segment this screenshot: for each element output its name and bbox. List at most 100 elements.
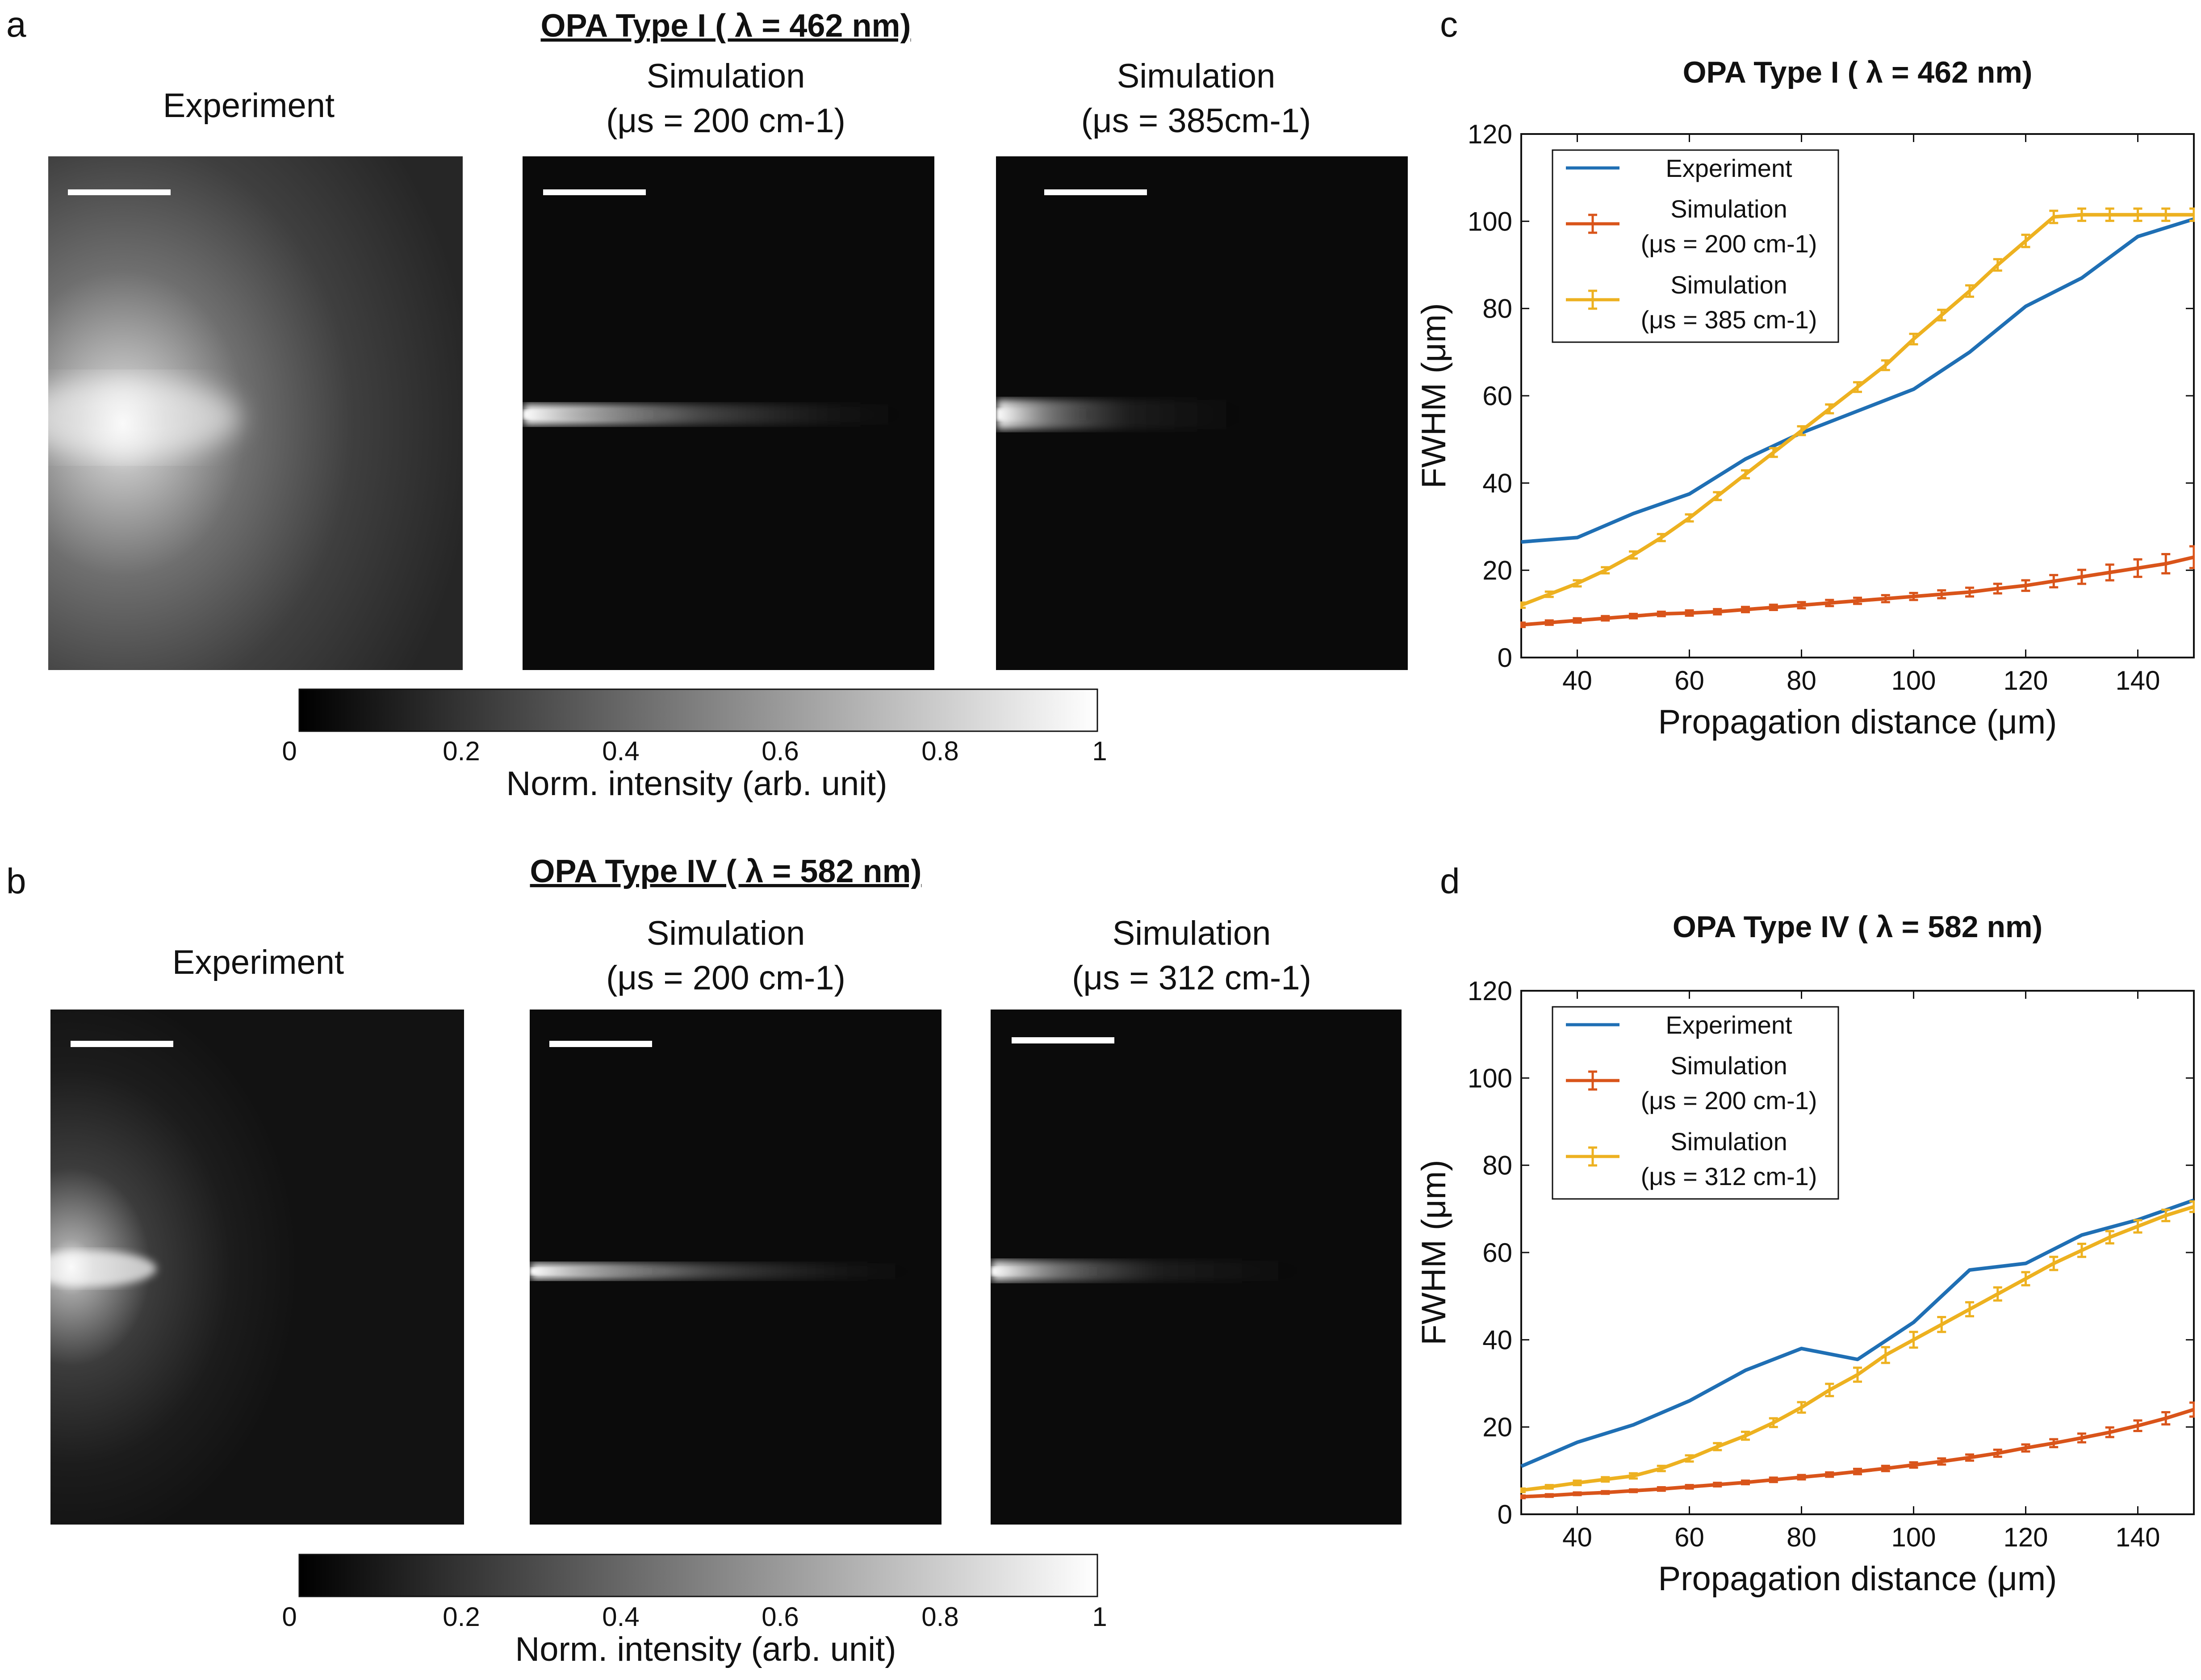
error-bar [2105,1426,2114,1438]
x-tick-label: 100 [1891,666,1936,695]
error-bar [1993,582,2002,595]
panel-b-image-3-title: Simulation [1113,914,1271,952]
colorbar-tick: 1 [1092,736,1107,766]
scale-bar [1044,189,1147,195]
error-bar [2049,574,2059,589]
panel-label-a: a [6,4,26,44]
colorbar-tick: 0.2 [443,736,480,766]
y-tick-label: 100 [1468,206,1512,236]
error-bar [1993,1286,2002,1302]
x-tick-label: 100 [1891,1522,1936,1552]
x-tick-label: 140 [2115,666,2160,695]
error-bar [1741,469,1750,480]
error-bar [1937,1316,1946,1333]
panel-a-title: OPA Type I ( λ = 462 nm) [541,8,911,44]
scale-bar [1012,1037,1114,1043]
series-line-1 [1521,555,2194,627]
error-bar [2021,1443,2030,1453]
x-tick-label: 80 [1787,666,1816,695]
chart-d: OPA Type IV ( λ = 582 nm) 40 60 80 100 120 140… [1415,910,2195,1598]
y-tick-label: 0 [1498,643,1512,673]
error-bar [2161,1411,2171,1426]
panel-b-image-sim-312 [991,1010,1402,1525]
series-line-1 [1521,1408,2195,1499]
error-bar [2077,207,2086,222]
error-bar [2105,1230,2114,1244]
scale-bar [549,1041,652,1047]
error-bar [1657,533,1666,542]
error-bar [1909,591,1918,601]
colorbar-tick: 0.8 [921,736,958,766]
error-bar [1573,1491,1582,1496]
error-bar [2077,1242,2086,1258]
error-bar [2189,1200,2195,1213]
error-bar [1965,1453,1974,1462]
error-bar [1685,1454,1694,1463]
y-tick-label: 20 [1482,1412,1512,1442]
error-bar [1741,1479,1750,1486]
colorbar-tick: 1 [1092,1602,1107,1632]
y-tick-label: 20 [1482,556,1512,586]
legend-label-sub: (μs = 200 cm-1) [1641,1086,1817,1114]
legend-label-sub: (μs = 200 cm-1) [1641,230,1817,258]
colorbar-label: Norm. intensity (arb. unit) [515,1630,896,1668]
x-tick-label: 120 [2003,1522,2048,1552]
error-bar [2021,1271,2030,1286]
error-bar [1881,1465,1890,1472]
error-bar [1713,1482,1722,1487]
error-bar [2049,209,2059,224]
error-bar [2049,1438,2059,1449]
legend-label: Simulation [1670,1127,1787,1156]
error-bar [1937,589,1946,599]
legend-entry-0: Experiment [1566,154,1792,182]
error-bar [1685,1484,1694,1490]
legend-entry-2: Simulation (μs = 385 cm-1) [1566,271,1817,334]
error-bar [1797,425,1806,436]
y-axis-label: FWHM (μm) [1415,303,1453,488]
error-bar [2133,1419,2142,1432]
colorbar-tick: 0.6 [762,736,799,766]
error-bar [1881,1346,1890,1364]
colorbar-tick: 0.4 [602,1602,639,1632]
error-bar [1741,1430,1750,1441]
panel-a-colorbar: 0 0.2 0.4 0.6 0.8 1 Norm. intensity (arb… [282,688,1107,803]
error-bar [2133,1219,2142,1234]
y-tick-label: 80 [1482,294,1512,324]
error-bar [2021,234,2030,248]
error-bar [1853,596,1862,605]
error-bar [2161,207,2171,222]
panel-a-image-sim-200 [523,156,934,670]
legend-label: Experiment [1665,154,1792,182]
y-axis-label: FWHM (μm) [1415,1160,1453,1345]
error-bar [1769,1476,1778,1483]
chart-c: OPA Type I ( λ = 462 nm) 40 60 80 100 120 140 0… [1415,55,2195,741]
error-bar [1797,601,1806,610]
colorbar-tick: 0 [282,736,297,766]
error-bar [1713,491,1722,501]
error-bar [2161,1208,2171,1223]
error-bar [1629,612,1638,620]
colorbar-tick: 0.4 [602,736,639,766]
panel-a-image-2-title: Simulation [647,57,805,95]
error-bar [1825,1383,1834,1397]
error-bar [1520,621,1526,628]
panel-b-image-experiment [22,1010,464,1525]
panel-label-b: b [6,861,26,901]
error-bar [1825,403,1834,415]
error-bar [1601,1476,1610,1483]
panel-b-image-3-subtitle: (μs = 312 cm-1) [1072,959,1311,997]
panel-b-image-2-subtitle: (μs = 200 cm-1) [606,959,845,997]
panel-b-title: OPA Type IV ( λ = 582 nm) [530,854,922,889]
panel-a-image-3-subtitle: (μs = 385cm-1) [1081,102,1311,140]
x-axis-label: Propagation distance (μm) [1658,1560,2057,1598]
error-bar [1601,615,1610,622]
colorbar-tick: 0.6 [762,1602,799,1632]
error-bar [1657,1486,1666,1492]
panel-a: OPA Type I ( λ = 462 nm) Experiment Simu… [9,8,1408,803]
x-tick-label: 80 [1787,1522,1816,1552]
error-bar [1544,619,1554,626]
error-bar [1881,594,1890,603]
error-bar [1520,601,1526,609]
error-bar [2161,553,2171,575]
